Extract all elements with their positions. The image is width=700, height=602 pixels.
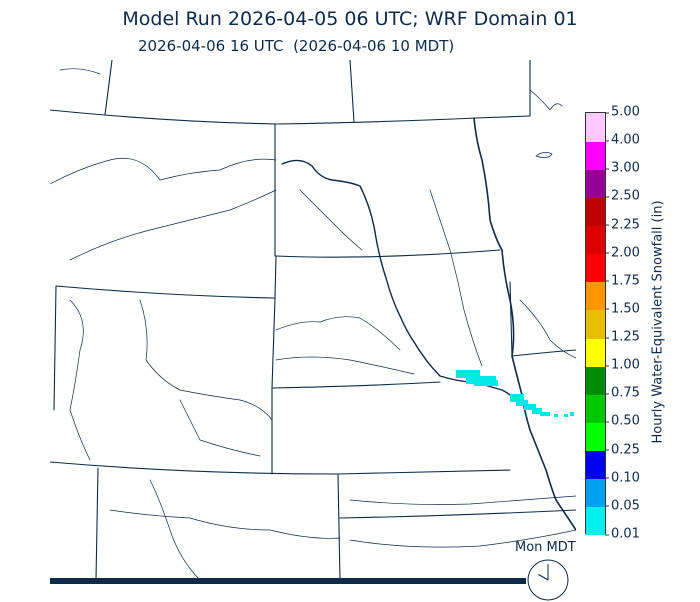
river-line [50,157,277,185]
colorbar-tick-label: 5.00 [605,104,640,120]
time-progress-fill [50,578,526,584]
river-line [349,495,576,505]
river-line [299,189,363,251]
colorbar-tick-label: 0.05 [605,498,640,514]
border-line [271,297,441,389]
river-line [59,68,101,75]
river-line [149,479,201,580]
time-progress-bar [50,578,526,584]
colorbar-tick-label: 1.50 [605,301,640,317]
valid-time: 2026-04-06 16 UTC (2026-04-06 10 MDT) [138,37,455,55]
river-line [109,509,341,539]
clock-icon [527,559,569,601]
colorbar-segment [586,478,605,508]
colorbar-segment [586,422,605,452]
colorbar-tick-label: 1.75 [605,273,640,289]
day-label: Mon MDT [515,540,576,555]
river-line [529,89,563,111]
river-line [69,189,277,261]
colorbar-tick-label: 2.50 [605,188,640,204]
colorbar-tick-label: 0.75 [605,385,640,401]
river-line [275,356,415,375]
colorbar-segment [586,225,605,255]
map-panel [50,60,576,580]
snowfall-area [456,370,574,417]
colorbar-tick-label: 1.25 [605,329,640,345]
colorbar-segment [586,197,605,227]
colorbar-segment [586,169,605,198]
river-line [473,117,576,531]
colorbar-segment [586,253,605,283]
border-line [50,461,511,475]
river-line [275,316,401,351]
border-line [509,281,576,357]
border-line [55,285,276,299]
colorbar-tick-label: 0.50 [605,413,640,429]
border-line [349,60,355,123]
colorbar-tick-label: 4.00 [605,132,640,148]
river-line [139,299,273,421]
colorbar-tick-label: 2.25 [605,217,640,233]
border-line [53,285,57,411]
colorbar-tick-label: 0.10 [605,470,640,486]
colorbar-segment [586,309,605,339]
border-line [275,249,501,258]
river-line [429,189,483,367]
river-line [69,299,91,461]
map-title: Model Run 2026-04-05 06 UTC; WRF Domain … [122,8,578,30]
colorbar-tick-label: 0.01 [605,526,640,542]
colorbar-segment [586,338,605,367]
river-line [535,152,553,158]
colorbar-tick-label: 2.00 [605,245,640,261]
river-line [349,529,576,548]
border-line [50,109,531,125]
colorbar-segment [586,141,605,170]
river-line [179,399,261,457]
border-line [274,255,277,299]
colorbar-tick-label: 0.25 [605,442,640,458]
border-line [339,509,576,519]
colorbar-segment [586,506,605,536]
river-line [519,299,576,359]
colorbar-tick-label: 1.00 [605,357,640,373]
colorbar-tick-label: 3.00 [605,160,640,176]
border-line [104,60,113,116]
colorbar-segment [586,450,605,480]
colorbar-label: Hourly Water-Equivalent Snowfall (in) [650,200,666,444]
border-line [337,473,341,580]
colorbar-segment [586,394,605,423]
border-line [95,467,99,580]
colorbar-segment [586,281,605,311]
colorbar [585,112,606,536]
colorbar-segment [586,113,605,142]
colorbar-segment [586,366,605,395]
